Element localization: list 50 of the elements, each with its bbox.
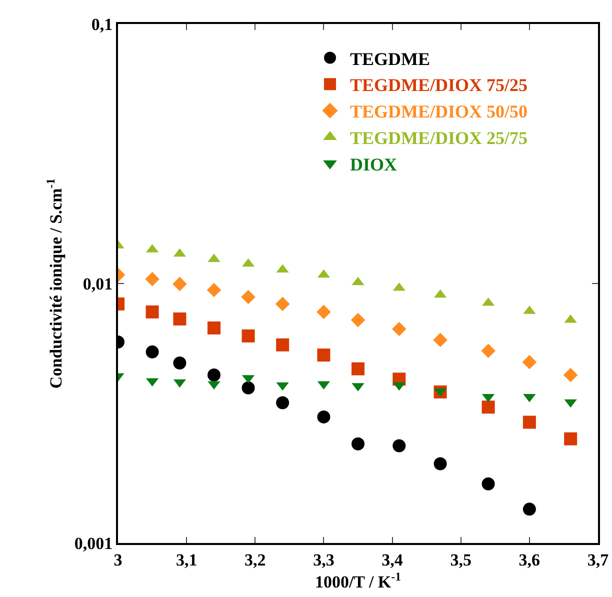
point xyxy=(146,305,159,318)
point xyxy=(350,312,366,328)
point xyxy=(206,282,222,298)
point xyxy=(316,304,331,320)
x-tick-label: 3,5 xyxy=(450,550,472,570)
x-tick-label: 3,7 xyxy=(587,550,610,570)
point xyxy=(275,296,290,312)
x-tick-label: 3,3 xyxy=(313,550,334,570)
legend-label: DIOX xyxy=(350,154,398,174)
point xyxy=(241,290,256,304)
legend-label: TEGDME/DIOX 75/25 xyxy=(350,75,528,96)
legend-label: TEGDME xyxy=(350,48,430,69)
point xyxy=(563,368,578,382)
point xyxy=(434,457,447,470)
point xyxy=(208,321,220,334)
point xyxy=(317,348,330,362)
point xyxy=(482,400,495,414)
point xyxy=(208,368,220,382)
point xyxy=(564,432,578,446)
y-tick-label: 0,1 xyxy=(91,14,113,34)
point xyxy=(352,362,364,376)
point xyxy=(433,332,448,348)
point xyxy=(482,477,495,490)
point xyxy=(242,329,255,342)
point xyxy=(146,345,159,358)
y-tick-label: 0,001 xyxy=(74,534,113,553)
point xyxy=(173,312,186,326)
x-tick-label: 3,1 xyxy=(176,550,198,570)
legend-label: TEGDME/DIOX 25/75 xyxy=(350,128,528,148)
point xyxy=(145,272,160,286)
point xyxy=(392,322,406,336)
point xyxy=(522,416,536,429)
point xyxy=(242,381,255,394)
x-tick-label: 3,6 xyxy=(518,550,540,570)
point xyxy=(276,338,290,352)
point xyxy=(173,356,186,370)
x-tick-label: 3,2 xyxy=(244,550,266,570)
legend-label: TEGDME/DIOX 50/50 xyxy=(350,102,528,122)
point xyxy=(392,439,406,452)
point xyxy=(317,410,330,424)
point xyxy=(276,396,290,410)
point xyxy=(481,344,496,358)
point xyxy=(172,276,187,292)
x-tick-label: 3,4 xyxy=(382,550,404,570)
point xyxy=(522,502,536,516)
point xyxy=(352,437,364,450)
y-tick-label: 0,01 xyxy=(82,274,113,294)
point xyxy=(522,354,537,370)
x-axis-title: 1000/T / K$^{-1}$ xyxy=(314,569,402,592)
x-tick-label: 3 xyxy=(114,550,122,570)
